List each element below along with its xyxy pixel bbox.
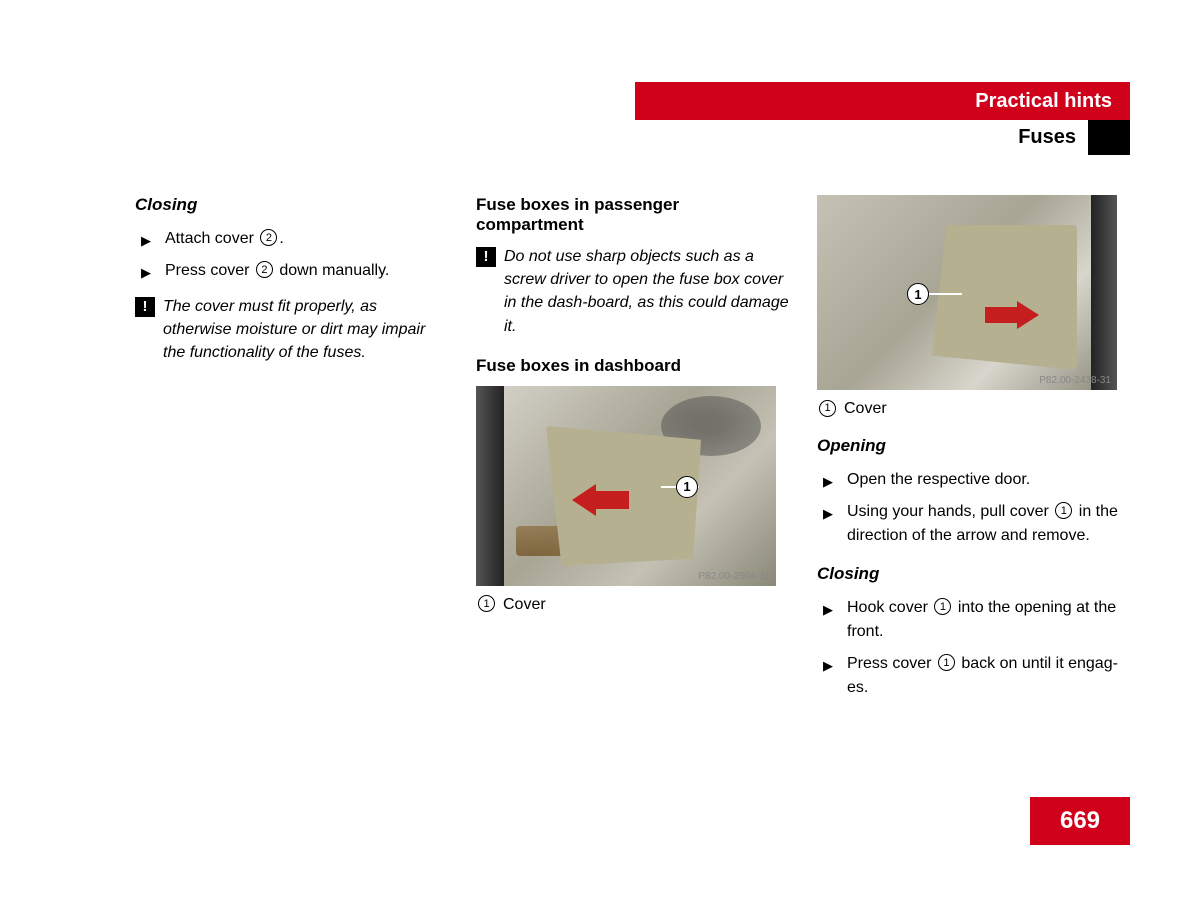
bullet-arrow-icon: ▶: [823, 472, 833, 492]
figure-reference: P82.00-2438-31: [1039, 375, 1111, 386]
bullet-arrow-icon: ▶: [823, 600, 833, 620]
bullet-text: Attach cover 2.: [165, 227, 448, 251]
circled-number: 2: [256, 261, 273, 278]
bullet-text: Hook cover 1 into the opening at the fro…: [847, 596, 1130, 644]
circled-number: 1: [478, 595, 495, 612]
closing-title: Closing: [135, 195, 448, 215]
header-section-text: Practical hints: [975, 90, 1112, 113]
bullet-item: ▶ Open the respective door.: [817, 468, 1130, 492]
bullet-text: Using your hands, pull cover 1 in the di…: [847, 500, 1130, 548]
bullet-arrow-icon: ▶: [141, 263, 151, 283]
column-3: 1 P82.00-2438-31 1 Cover Opening ▶ Open …: [817, 195, 1130, 708]
note-text: The cover must fit properly, as otherwis…: [163, 295, 448, 365]
figure-arrow-head-icon: [572, 484, 596, 516]
closing-title: Closing: [817, 564, 1130, 584]
column-2: Fuse boxes in passenger compartment ! Do…: [476, 195, 789, 708]
bullet-text: Press cover 1 back on until it engag-es.: [847, 652, 1130, 700]
header-section-bar: Practical hints: [635, 82, 1130, 120]
figure-arrow-body: [594, 491, 629, 509]
bullet-text: Open the respective door.: [847, 468, 1130, 492]
bullet-text: Press cover 2 down manually.: [165, 259, 448, 283]
fuse-boxes-dashboard-title: Fuse boxes in dashboard: [476, 356, 789, 376]
figure-caption: 1 Cover: [476, 596, 789, 614]
circled-number: 1: [1055, 502, 1072, 519]
callout-line: [924, 293, 962, 295]
circled-number: 1: [819, 400, 836, 417]
opening-title: Opening: [817, 436, 1130, 456]
header-black-box: [1088, 120, 1130, 155]
note-block: ! Do not use sharp objects such as a scr…: [476, 245, 789, 338]
page-number: 669: [1030, 797, 1130, 845]
bullet-arrow-icon: ▶: [141, 231, 151, 251]
circled-number: 1: [934, 598, 951, 615]
content-columns: Closing ▶ Attach cover 2. ▶ Press cover …: [135, 195, 1130, 708]
caption-text: Cover: [844, 400, 887, 418]
header-subsection-text: Fuses: [1018, 126, 1076, 149]
caption-text: Cover: [503, 596, 546, 614]
callout-circle: 1: [676, 476, 698, 498]
figure-arrow-body: [985, 307, 1017, 323]
bullet-item: ▶ Using your hands, pull cover 1 in the …: [817, 500, 1130, 548]
figure-fuse-cover-panel: [932, 225, 1077, 370]
circled-number: 1: [938, 654, 955, 671]
note-block: ! The cover must fit properly, as otherw…: [135, 295, 448, 365]
bullet-item: ▶ Hook cover 1 into the opening at the f…: [817, 596, 1130, 644]
figure-door-panel: [476, 386, 504, 586]
note-exclamation-icon: !: [135, 297, 155, 317]
bullet-item: ▶ Press cover 2 down manually.: [135, 259, 448, 283]
bullet-item: ▶ Press cover 1 back on until it engag-e…: [817, 652, 1130, 700]
fuse-boxes-compartment-title: Fuse boxes in passenger compartment: [476, 195, 789, 235]
figure-dashboard-passenger: 1 P82.00-2438-31: [817, 195, 1117, 390]
note-exclamation-icon: !: [476, 247, 496, 267]
figure-reference: P82.00-2504-31: [698, 571, 770, 582]
bullet-arrow-icon: ▶: [823, 656, 833, 676]
circled-number: 2: [260, 229, 277, 246]
column-1: Closing ▶ Attach cover 2. ▶ Press cover …: [135, 195, 448, 708]
bullet-arrow-icon: ▶: [823, 504, 833, 524]
figure-arrow-head-icon: [1017, 301, 1039, 329]
figure-dashboard-driver: 1 P82.00-2504-31: [476, 386, 776, 586]
page-header: Practical hints Fuses: [635, 82, 1130, 155]
header-sub-bar: Fuses: [635, 120, 1130, 155]
note-text: Do not use sharp objects such as a screw…: [504, 245, 789, 338]
bullet-item: ▶ Attach cover 2.: [135, 227, 448, 251]
callout-circle: 1: [907, 283, 929, 305]
figure-door-panel: [1091, 195, 1117, 390]
figure-caption: 1 Cover: [817, 400, 1130, 418]
